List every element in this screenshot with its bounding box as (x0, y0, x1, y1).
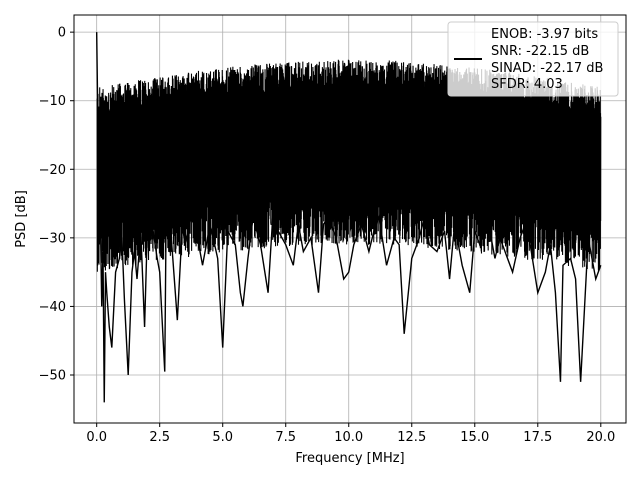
x-tick-label: 7.5 (275, 430, 296, 445)
x-tick-label: 10.0 (334, 430, 363, 445)
x-axis-label: Frequency [MHz] (295, 451, 404, 466)
y-axis-label: PSD [dB] (14, 190, 29, 248)
x-tick-label: 15.0 (460, 430, 489, 445)
x-tick-label: 5.0 (212, 430, 233, 445)
x-tick-label: 2.5 (149, 430, 170, 445)
x-tick-label: 0.0 (86, 430, 107, 445)
y-tick-label: −40 (39, 300, 66, 315)
legend-entry-sinad: SINAD: -22.17 dB (491, 61, 603, 76)
y-tick-label: −10 (39, 94, 66, 109)
y-tick-label: −50 (39, 369, 66, 384)
x-tick-label: 12.5 (397, 430, 426, 445)
y-tick-label: 0 (58, 26, 66, 41)
legend-entry-sfdr: SFDR: 4.03 (491, 77, 563, 92)
legend: ENOB: -3.97 bits SNR: -22.15 dB SINAD: -… (447, 21, 619, 97)
legend-box (447, 21, 619, 97)
legend-entry-snr: SNR: -22.15 dB (491, 44, 589, 59)
x-tick-label: 20.0 (586, 430, 615, 445)
y-tick-label: −30 (39, 231, 66, 246)
legend-entry-enob: ENOB: -3.97 bits (491, 27, 598, 42)
y-axis: 0 −10 −20 −30 −40 −50 (39, 26, 74, 384)
axes-frame (73, 14, 627, 424)
x-tick-label: 17.5 (523, 430, 552, 445)
psd-series-line (95, 32, 602, 403)
x-axis: 0.0 2.5 5.0 7.5 10.0 12.5 15.0 17.5 20.0 (86, 423, 615, 445)
y-tick-label: −20 (39, 163, 66, 178)
